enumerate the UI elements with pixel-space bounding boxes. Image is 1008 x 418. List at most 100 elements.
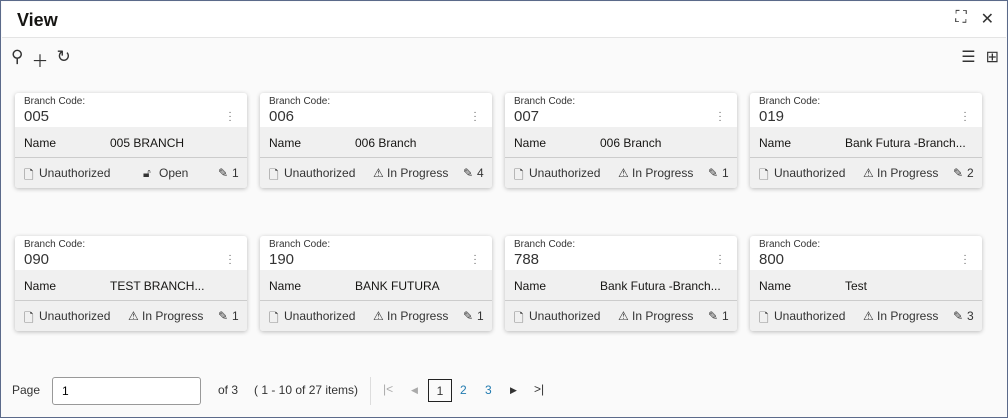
prev-page-icon[interactable]: ◀	[411, 385, 418, 395]
edit-icon: ✎	[953, 166, 964, 180]
branch-code: 800	[759, 251, 785, 268]
document-icon: 🗋︎	[514, 168, 524, 182]
record-status: In Progress	[387, 309, 449, 323]
branch-name: Bank Futura -Branch...	[845, 136, 966, 150]
edit-count: 3	[967, 309, 974, 323]
branch-code-label: Branch Code:	[759, 96, 821, 107]
first-page-icon[interactable]: |<	[383, 382, 394, 396]
document-icon: 🗋︎	[269, 168, 279, 182]
branch-code: 190	[269, 251, 295, 268]
auth-status: Unauthorized	[529, 309, 601, 323]
search-icon[interactable]: ⚲	[11, 47, 24, 66]
branch-name: 006 Branch	[355, 136, 417, 150]
edit-icon: ✎	[463, 309, 474, 323]
header: View ⛶ ✕	[2, 2, 1006, 38]
more-options-icon[interactable]: · · ·	[718, 250, 722, 269]
edit-count: 1	[477, 309, 484, 323]
auth-status: Unauthorized	[39, 166, 111, 180]
branch-card[interactable]: Branch Code: 190 · · · Name BANK FUTURA 🗋︎ …	[260, 236, 492, 331]
document-icon: 🗋︎	[514, 311, 524, 325]
branch-name: Test	[845, 279, 868, 293]
auth-status: Unauthorized	[284, 166, 356, 180]
more-options-icon[interactable]: · · ·	[718, 107, 722, 126]
branch-code-label: Branch Code:	[269, 96, 331, 107]
branch-card[interactable]: Branch Code: 800 · · · Name Test 🗋︎ Unautho…	[750, 236, 982, 331]
name-label: Name	[24, 136, 57, 150]
more-options-icon[interactable]: · · ·	[228, 107, 232, 126]
branch-code: 788	[514, 251, 540, 268]
branch-code: 006	[269, 108, 295, 125]
record-status: In Progress	[632, 166, 694, 180]
page-2-button[interactable]: 2	[460, 383, 467, 397]
next-page-icon[interactable]: ▶	[510, 385, 517, 395]
warning-icon: ⚠︎	[618, 166, 629, 180]
warning-icon: ⚠︎	[373, 166, 384, 180]
edit-count: 1	[722, 166, 729, 180]
edit-count: 1	[232, 309, 239, 323]
auth-status: Unauthorized	[284, 309, 356, 323]
branch-code: 007	[514, 108, 540, 125]
branch-name: TEST BRANCH...	[110, 279, 205, 293]
lock-open-icon: 🔓︎	[143, 166, 151, 180]
edit-icon: ✎	[218, 166, 229, 180]
branch-card[interactable]: Branch Code: 007 · · · Name 006 Branch 🗋︎ U…	[505, 93, 737, 188]
refresh-icon[interactable]: ↻	[56, 47, 71, 66]
edit-icon: ✎	[953, 309, 964, 323]
page-input[interactable]	[52, 377, 201, 405]
grid-view-icon[interactable]: ⊞	[985, 49, 999, 66]
page-label: Page	[12, 383, 41, 397]
warning-icon: ⚠︎	[373, 309, 384, 323]
list-view-icon[interactable]: ☰	[961, 49, 976, 66]
name-label: Name	[759, 279, 792, 293]
record-status: In Progress	[387, 166, 449, 180]
record-status: Open	[159, 166, 189, 180]
branch-code-label: Branch Code:	[514, 96, 576, 107]
branch-card[interactable]: Branch Code: 006 · · · Name 006 Branch 🗋︎ U…	[260, 93, 492, 188]
warning-icon: ⚠︎	[863, 309, 874, 323]
page-title: View	[17, 10, 58, 30]
record-status: In Progress	[877, 309, 939, 323]
branch-code-label: Branch Code:	[759, 239, 821, 250]
auth-status: Unauthorized	[774, 166, 846, 180]
branch-card[interactable]: Branch Code: 019 · · · Name Bank Futura -Br…	[750, 93, 982, 188]
branch-code-label: Branch Code:	[269, 239, 331, 250]
add-icon[interactable]: ＋	[31, 52, 49, 71]
branch-code-label: Branch Code:	[24, 96, 86, 107]
close-icon[interactable]: ✕	[980, 11, 994, 28]
branch-card[interactable]: Branch Code: 005 · · · Name 005 BRANCH 🗋︎ U…	[15, 93, 247, 188]
branch-name: 006 Branch	[600, 136, 662, 150]
record-status: In Progress	[632, 309, 694, 323]
branch-name: Bank Futura -Branch...	[600, 279, 721, 293]
edit-icon: ✎	[463, 166, 474, 180]
name-label: Name	[514, 136, 547, 150]
edit-count: 1	[722, 309, 729, 323]
more-options-icon[interactable]: · · ·	[963, 250, 967, 269]
more-options-icon[interactable]: · · ·	[963, 107, 967, 126]
edit-icon: ✎	[708, 309, 719, 323]
branch-code-label: Branch Code:	[24, 239, 86, 250]
more-options-icon[interactable]: · · ·	[473, 250, 477, 269]
record-status: In Progress	[877, 166, 939, 180]
edit-count: 2	[967, 166, 974, 180]
branch-card[interactable]: Branch Code: 788 · · · Name Bank Futura -Br…	[505, 236, 737, 331]
more-options-icon[interactable]: · · ·	[473, 107, 477, 126]
document-icon: 🗋︎	[269, 311, 279, 325]
edit-icon: ✎	[708, 166, 719, 180]
item-range: ( 1 - 10 of 27 items)	[254, 383, 359, 397]
more-options-icon[interactable]: · · ·	[228, 250, 232, 269]
name-label: Name	[269, 279, 302, 293]
last-page-icon[interactable]: >|	[534, 382, 545, 396]
page-3-button[interactable]: 3	[485, 383, 492, 397]
page-count: of 3	[218, 383, 239, 397]
branch-card[interactable]: Branch Code: 090 · · · Name TEST BRANCH... …	[15, 236, 247, 331]
minimize-icon[interactable]: ⛶	[955, 9, 967, 26]
auth-status: Unauthorized	[39, 309, 111, 323]
branch-name: BANK FUTURA	[355, 279, 440, 293]
page-1-button[interactable]: 1	[428, 379, 452, 402]
divider	[370, 377, 371, 405]
warning-icon: ⚠︎	[618, 309, 629, 323]
auth-status: Unauthorized	[529, 166, 601, 180]
record-status: In Progress	[142, 309, 204, 323]
document-icon: 🗋︎	[24, 168, 34, 182]
